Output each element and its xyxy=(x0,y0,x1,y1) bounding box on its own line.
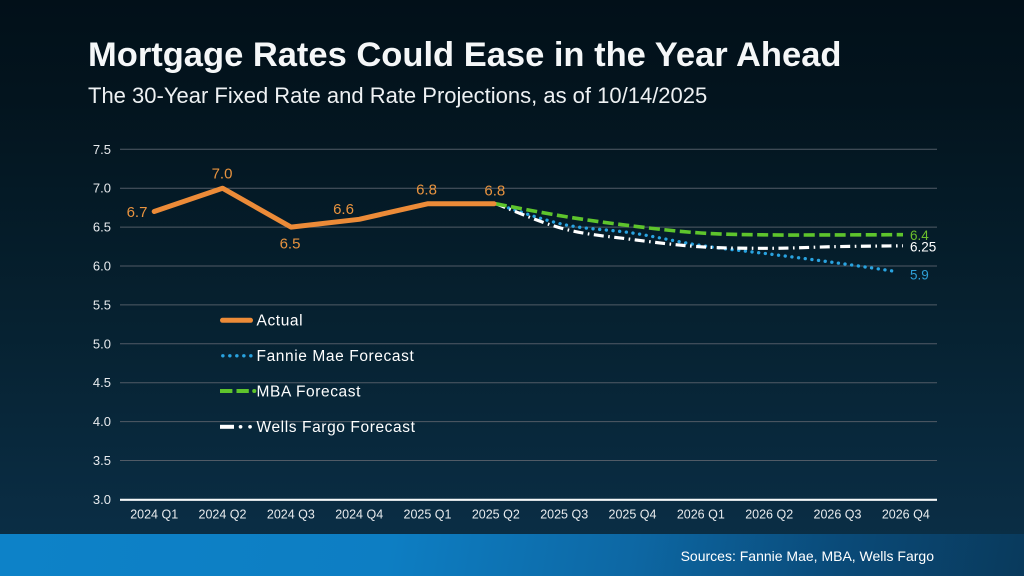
svg-text:7.5: 7.5 xyxy=(93,142,111,157)
svg-text:6.6: 6.6 xyxy=(333,201,354,218)
svg-text:2025 Q2: 2025 Q2 xyxy=(472,508,520,522)
svg-text:2026 Q2: 2026 Q2 xyxy=(745,508,793,522)
svg-text:6.4: 6.4 xyxy=(910,228,929,243)
svg-text:4.5: 4.5 xyxy=(93,375,111,390)
svg-text:7.0: 7.0 xyxy=(93,181,111,196)
svg-text:Fannie Mae Forecast: Fannie Mae Forecast xyxy=(257,348,415,365)
svg-text:3.0: 3.0 xyxy=(93,492,111,507)
svg-text:2025 Q4: 2025 Q4 xyxy=(609,508,657,522)
svg-text:2024 Q2: 2024 Q2 xyxy=(199,508,247,522)
svg-text:MBA Forecast: MBA Forecast xyxy=(257,383,362,400)
svg-text:2026 Q3: 2026 Q3 xyxy=(814,508,862,522)
svg-text:2025 Q3: 2025 Q3 xyxy=(540,508,588,522)
svg-text:5.0: 5.0 xyxy=(93,336,111,351)
svg-text:2026 Q4: 2026 Q4 xyxy=(882,508,930,522)
svg-text:5.9: 5.9 xyxy=(910,267,929,282)
svg-text:5.5: 5.5 xyxy=(93,297,111,312)
svg-text:Wells Fargo Forecast: Wells Fargo Forecast xyxy=(257,419,416,436)
svg-text:6.7: 6.7 xyxy=(127,204,148,221)
svg-text:7.0: 7.0 xyxy=(212,165,233,182)
svg-text:6.0: 6.0 xyxy=(93,259,111,274)
svg-text:4.0: 4.0 xyxy=(93,414,111,429)
svg-text:6.5: 6.5 xyxy=(93,220,111,235)
svg-text:2025 Q1: 2025 Q1 xyxy=(404,508,452,522)
svg-text:3.5: 3.5 xyxy=(93,453,111,468)
svg-text:Actual: Actual xyxy=(257,313,304,330)
svg-text:6.8: 6.8 xyxy=(484,182,505,199)
svg-text:6.25: 6.25 xyxy=(910,240,936,255)
svg-text:2024 Q1: 2024 Q1 xyxy=(130,508,178,522)
svg-text:2024 Q4: 2024 Q4 xyxy=(335,508,383,522)
svg-text:6.8: 6.8 xyxy=(416,181,437,198)
svg-text:2026 Q1: 2026 Q1 xyxy=(677,508,725,522)
svg-text:6.5: 6.5 xyxy=(280,236,301,253)
svg-text:2024 Q3: 2024 Q3 xyxy=(267,508,315,522)
